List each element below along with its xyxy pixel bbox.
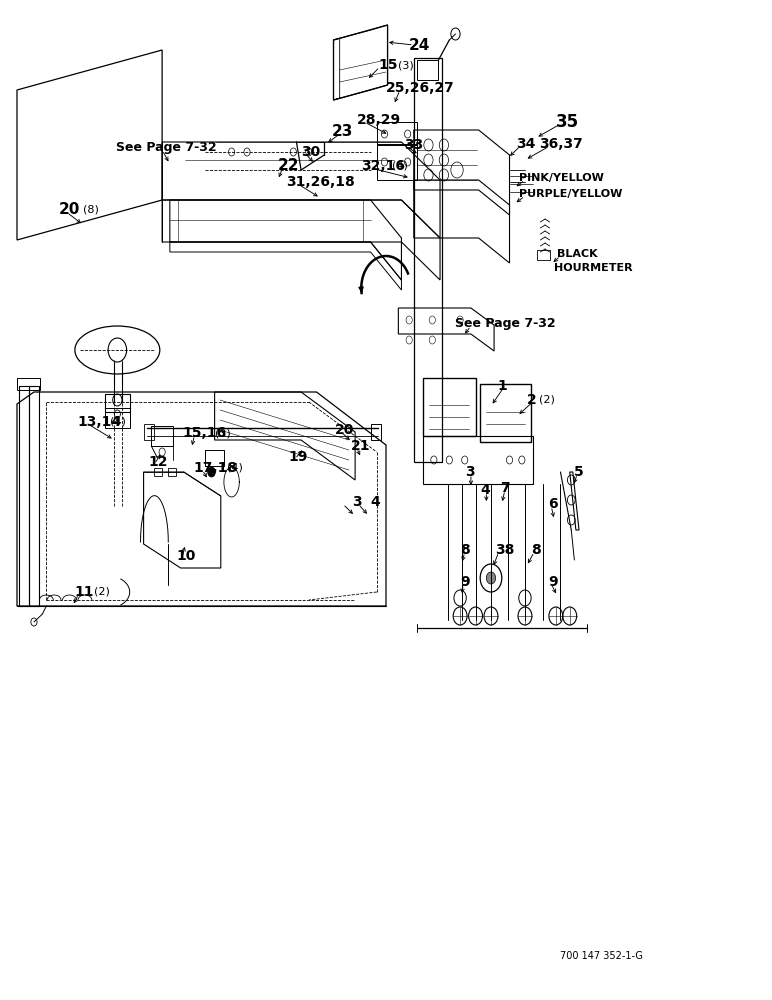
Text: 10: 10 [176, 549, 195, 563]
Text: 21: 21 [350, 439, 370, 453]
Text: 30: 30 [301, 145, 320, 159]
Bar [144, 424, 154, 440]
Text: BLACK: BLACK [557, 249, 598, 259]
Text: 2: 2 [527, 393, 537, 407]
Text: 28,29: 28,29 [357, 113, 401, 127]
Bar [168, 468, 176, 476]
Text: 15: 15 [378, 58, 398, 72]
Text: 31,26,18: 31,26,18 [286, 175, 354, 189]
Text: 38: 38 [496, 543, 515, 557]
Text: 3: 3 [465, 465, 474, 479]
Text: 8: 8 [531, 543, 541, 557]
Text: 20: 20 [59, 202, 80, 218]
Text: 7: 7 [500, 481, 510, 495]
Bar [19, 386, 29, 606]
Text: (4): (4) [110, 417, 126, 427]
Bar [105, 394, 130, 412]
Bar [17, 378, 40, 390]
Bar [154, 468, 162, 476]
Bar [151, 426, 173, 446]
Text: PINK/YELLOW: PINK/YELLOW [519, 173, 604, 183]
Text: PURPLE/YELLOW: PURPLE/YELLOW [519, 189, 622, 199]
Text: 17,18: 17,18 [193, 461, 237, 475]
Text: HOURMETER: HOURMETER [554, 263, 633, 273]
Text: 4: 4 [480, 483, 490, 497]
Text: See Page 7-32: See Page 7-32 [116, 141, 216, 154]
Text: 24: 24 [409, 37, 431, 52]
Text: 8: 8 [460, 543, 470, 557]
Text: 13,14: 13,14 [77, 415, 121, 429]
Text: 11: 11 [74, 585, 93, 599]
Text: (4): (4) [227, 463, 243, 473]
Circle shape [208, 467, 215, 477]
Text: 12: 12 [148, 455, 168, 469]
Bar [29, 386, 39, 606]
Text: 4: 4 [371, 495, 381, 509]
Text: 3: 3 [352, 495, 361, 509]
Text: 5: 5 [574, 465, 584, 479]
Bar [537, 250, 550, 260]
Bar [480, 384, 531, 442]
Text: 1: 1 [497, 379, 507, 393]
Bar [423, 378, 476, 436]
Text: 9: 9 [548, 575, 557, 589]
Text: (2): (2) [94, 587, 110, 597]
Text: (4): (4) [392, 161, 408, 171]
Text: (2): (2) [539, 395, 555, 405]
Text: (8): (8) [83, 205, 100, 215]
Text: 32,16: 32,16 [361, 159, 405, 173]
Text: (3): (3) [398, 60, 414, 70]
Text: 36,37: 36,37 [539, 137, 583, 151]
Text: 22: 22 [278, 158, 300, 174]
Text: 34: 34 [516, 137, 535, 151]
Text: 35: 35 [556, 113, 579, 131]
Text: 9: 9 [460, 575, 469, 589]
Text: 25,26,27: 25,26,27 [386, 81, 455, 95]
Text: 6: 6 [548, 497, 557, 511]
Circle shape [486, 572, 496, 584]
Bar [205, 450, 224, 466]
Text: 33: 33 [405, 138, 424, 152]
Text: 15,16: 15,16 [182, 426, 226, 440]
Text: 23: 23 [332, 124, 354, 139]
Bar [105, 408, 130, 428]
Text: 20: 20 [335, 423, 354, 437]
Bar [371, 424, 381, 440]
Text: 700 147 352-1-G: 700 147 352-1-G [560, 951, 643, 961]
Text: 19: 19 [289, 450, 308, 464]
Circle shape [108, 338, 127, 362]
Text: (3): (3) [215, 428, 230, 438]
Text: See Page 7-32: See Page 7-32 [455, 318, 556, 330]
